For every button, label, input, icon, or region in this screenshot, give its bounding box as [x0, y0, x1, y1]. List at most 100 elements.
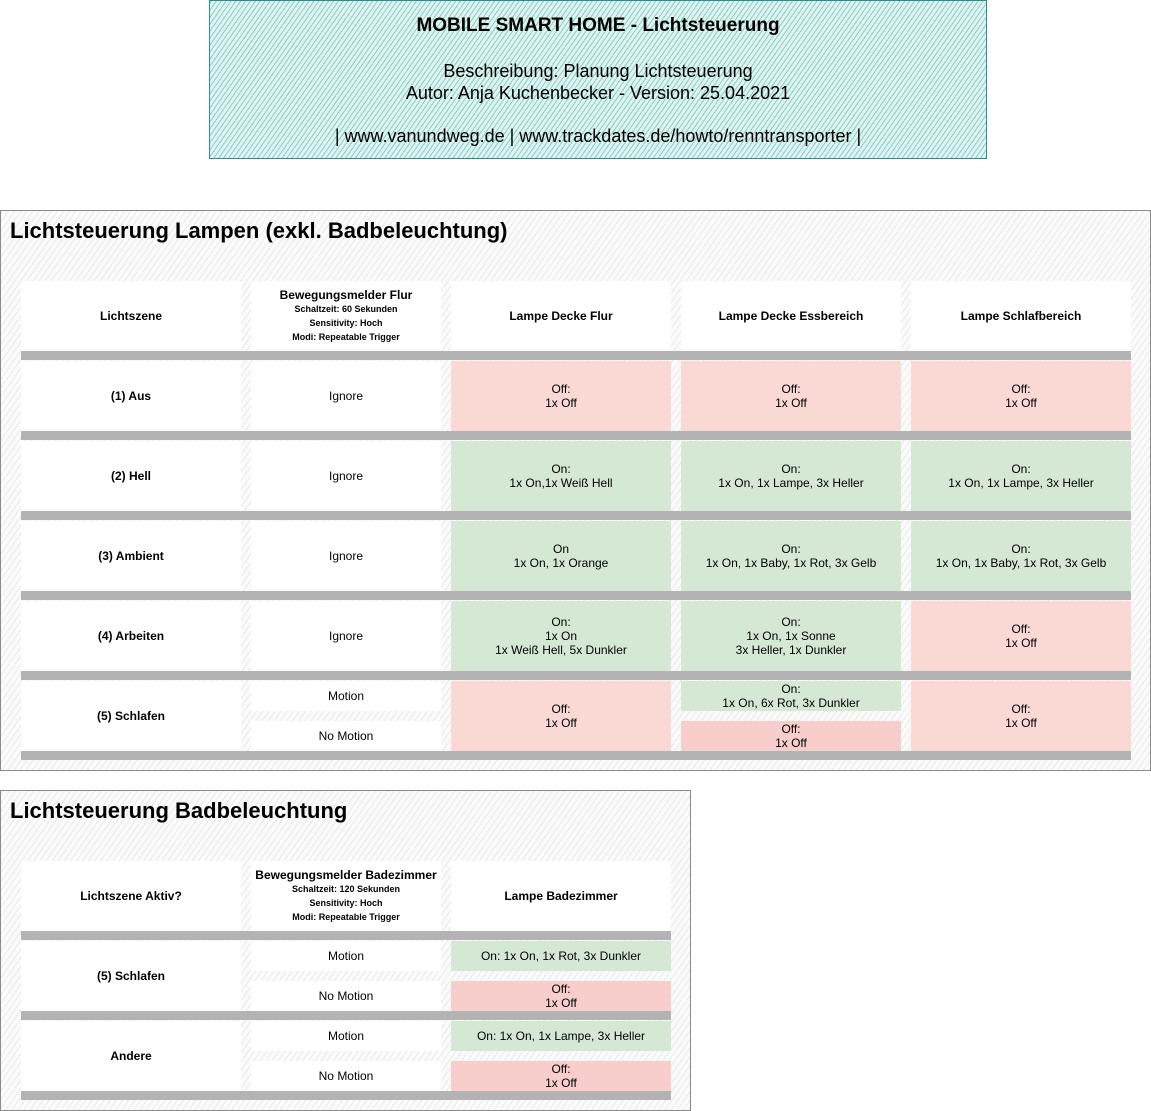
lamp-action: 1x Off [545, 716, 577, 730]
row-scene-hell: (2) Hell [21, 441, 241, 511]
row-separator [21, 431, 1131, 440]
row-motion-hell: Ignore [251, 441, 441, 511]
row-scene-aus: (1) Aus [21, 361, 241, 431]
lamp-bath-andere-motion: On: 1x On, 1x Lampe, 3x Heller [451, 1021, 671, 1051]
scene-label: (1) Aus [110, 389, 152, 403]
lamp-action: 1x On, 6x Rot, 3x Dunkler [722, 696, 860, 710]
col-header-motion: Bewegungsmelder Flur Schaltzeit: 60 Seku… [251, 281, 441, 351]
scene-label: (5) Schlafen [96, 709, 165, 723]
lamp-action: 1x Off [1005, 716, 1037, 730]
lamp-state: On: [781, 615, 801, 629]
lamp-state: Off: [551, 1062, 571, 1076]
row-scene-schlafen: (5) Schlafen [21, 681, 241, 751]
scene-label: (4) Arbeiten [97, 629, 165, 643]
motion-sensor-switch-time: Schaltzeit: 120 Sekunden [291, 884, 401, 894]
row-separator [21, 1011, 671, 1020]
lamp-essbereich-arbeiten: On: 1x On, 1x Sonne 3x Heller, 1x Dunkle… [681, 601, 901, 671]
lamp-state: On: [551, 462, 571, 476]
lamp-action: 1x On, 1x Baby, 1x Rot, 3x Gelb [705, 556, 877, 570]
col-header-scene-active-label: Lichtszene Aktiv? [80, 889, 182, 903]
motion-state: No Motion [318, 1069, 374, 1083]
lamp-essbereich-schlafen-motion: On: 1x On, 6x Rot, 3x Dunkler [681, 681, 901, 711]
motion-state: No Motion [318, 729, 374, 743]
motion-sensor-mode: Modi: Repeatable Trigger [292, 912, 400, 922]
col-header-lamp-flur-label: Lampe Decke Flur [509, 309, 613, 323]
row-motion-ambient: Ignore [251, 521, 441, 591]
lamp-schlafbereich-schlafen: Off: 1x Off [911, 681, 1131, 751]
lamp-action: 1x On, 1x Sonne [746, 629, 836, 643]
scene-label: (3) Ambient [98, 549, 164, 563]
lamp-action: 1x On [544, 629, 577, 643]
lamp-state: Off: [551, 982, 571, 996]
row-scene-ambient: (3) Ambient [21, 521, 241, 591]
lamp-bath-schlafen-nomotion: Off: 1x Off [451, 981, 671, 1011]
col-header-scene-active: Lichtszene Aktiv? [21, 861, 241, 931]
header-author: Autor: Anja Kuchenbecker - Version: 25.0… [405, 83, 791, 103]
header-links: | www.vanundweg.de | www.trackdates.de/h… [334, 126, 862, 146]
lamp-state: Off: [1011, 622, 1031, 636]
motion-sensor-title: Bewegungsmelder Badezimmer [255, 868, 437, 882]
scene-label: (5) Schlafen [96, 969, 165, 983]
row-motion-schlafen-nomotion: No Motion [251, 721, 441, 751]
panel-bath: Lichtsteuerung Badbeleuchtung Lichtszene… [0, 790, 691, 1111]
header-title: MOBILE SMART HOME - Lichtsteuerung [416, 15, 780, 36]
lamp-bath-andere-nomotion: Off: 1x Off [451, 1061, 671, 1091]
lamp-essbereich-aus: Off: 1x Off [681, 361, 901, 431]
row-separator [21, 671, 1131, 680]
lamp-flur-hell: On: 1x On,1x Weiß Hell [451, 441, 671, 511]
lamp-action: 1x Off [545, 996, 577, 1010]
lamp-action: 1x On, 1x Baby, 1x Rot, 3x Gelb [935, 556, 1107, 570]
scene-label: (2) Hell [110, 469, 151, 483]
lamp-action: On: 1x On, 1x Lampe, 3x Heller [476, 1029, 646, 1043]
motion-sensor-sensitivity: Sensitivity: Hoch [309, 898, 383, 908]
panel-lamps: Lichtsteuerung Lampen (exkl. Badbeleucht… [0, 210, 1151, 771]
motion-state: Ignore [328, 629, 364, 643]
motion-state: Ignore [328, 549, 364, 563]
row-motion-bath-andere-nomotion: No Motion [251, 1061, 441, 1091]
lamp-action: 1x Off [775, 396, 807, 410]
col-header-lamp-bath-label: Lampe Badezimmer [504, 889, 618, 903]
lamp-action: 1x Off [545, 1076, 577, 1090]
row-separator [21, 511, 1131, 520]
lamp-action: 1x On, 1x Lampe, 3x Heller [948, 476, 1094, 490]
lamp-essbereich-ambient: On: 1x On, 1x Baby, 1x Rot, 3x Gelb [681, 521, 901, 591]
lamp-flur-aus: Off: 1x Off [451, 361, 671, 431]
motion-sensor-switch-time: Schaltzeit: 60 Sekunden [294, 304, 398, 314]
lamp-state: On: [1011, 542, 1031, 556]
col-header-lamp-bath: Lampe Badezimmer [451, 861, 671, 931]
motion-state: Motion [327, 689, 365, 703]
lamp-state: On: [781, 682, 801, 696]
row-scene-arbeiten: (4) Arbeiten [21, 601, 241, 671]
col-header-lamp-essbereich: Lampe Decke Essbereich [681, 281, 901, 351]
lamp-state: On: [1011, 462, 1031, 476]
panel-lamps-title: Lichtsteuerung Lampen (exkl. Badbeleucht… [10, 218, 508, 243]
motion-sensor-title: Bewegungsmelder Flur [279, 288, 413, 302]
row-separator [21, 1091, 671, 1100]
lamp-action: On: 1x On, 1x Rot, 3x Dunkler [480, 949, 642, 963]
col-header-scene-label: Lichtszene [99, 309, 162, 323]
col-header-lamp-schlafbereich-label: Lampe Schlafbereich [960, 309, 1082, 323]
scene-label: Andere [110, 1049, 152, 1063]
lamp-state: Off: [781, 722, 801, 736]
lamp-state: On: [781, 462, 801, 476]
lamp-state: On: [551, 615, 571, 629]
lamp-action: 1x On, 1x Lampe, 3x Heller [718, 476, 864, 490]
lamp-state: Off: [551, 382, 571, 396]
lamp-schlafbereich-aus: Off: 1x Off [911, 361, 1131, 431]
motion-state: Motion [327, 1029, 365, 1043]
lamp-action: 1x Off [775, 736, 807, 750]
row-separator [21, 751, 1131, 760]
motion-state: Ignore [328, 469, 364, 483]
motion-state: No Motion [318, 989, 374, 1003]
lamp-state: Off: [781, 382, 801, 396]
row-motion-arbeiten: Ignore [251, 601, 441, 671]
lamp-state: Off: [1011, 702, 1031, 716]
row-scene-bath-andere: Andere [21, 1021, 241, 1091]
lamp-schlafbereich-hell: On: 1x On, 1x Lampe, 3x Heller [911, 441, 1131, 511]
lamp-flur-arbeiten: On: 1x On 1x Weiß Hell, 5x Dunkler [451, 601, 671, 671]
lamp-essbereich-hell: On: 1x On, 1x Lampe, 3x Heller [681, 441, 901, 511]
lamp-essbereich-schlafen-nomotion: Off: 1x Off [681, 721, 901, 751]
motion-state: Motion [327, 949, 365, 963]
row-separator [21, 591, 1131, 600]
col-header-lamp-flur: Lampe Decke Flur [451, 281, 671, 351]
